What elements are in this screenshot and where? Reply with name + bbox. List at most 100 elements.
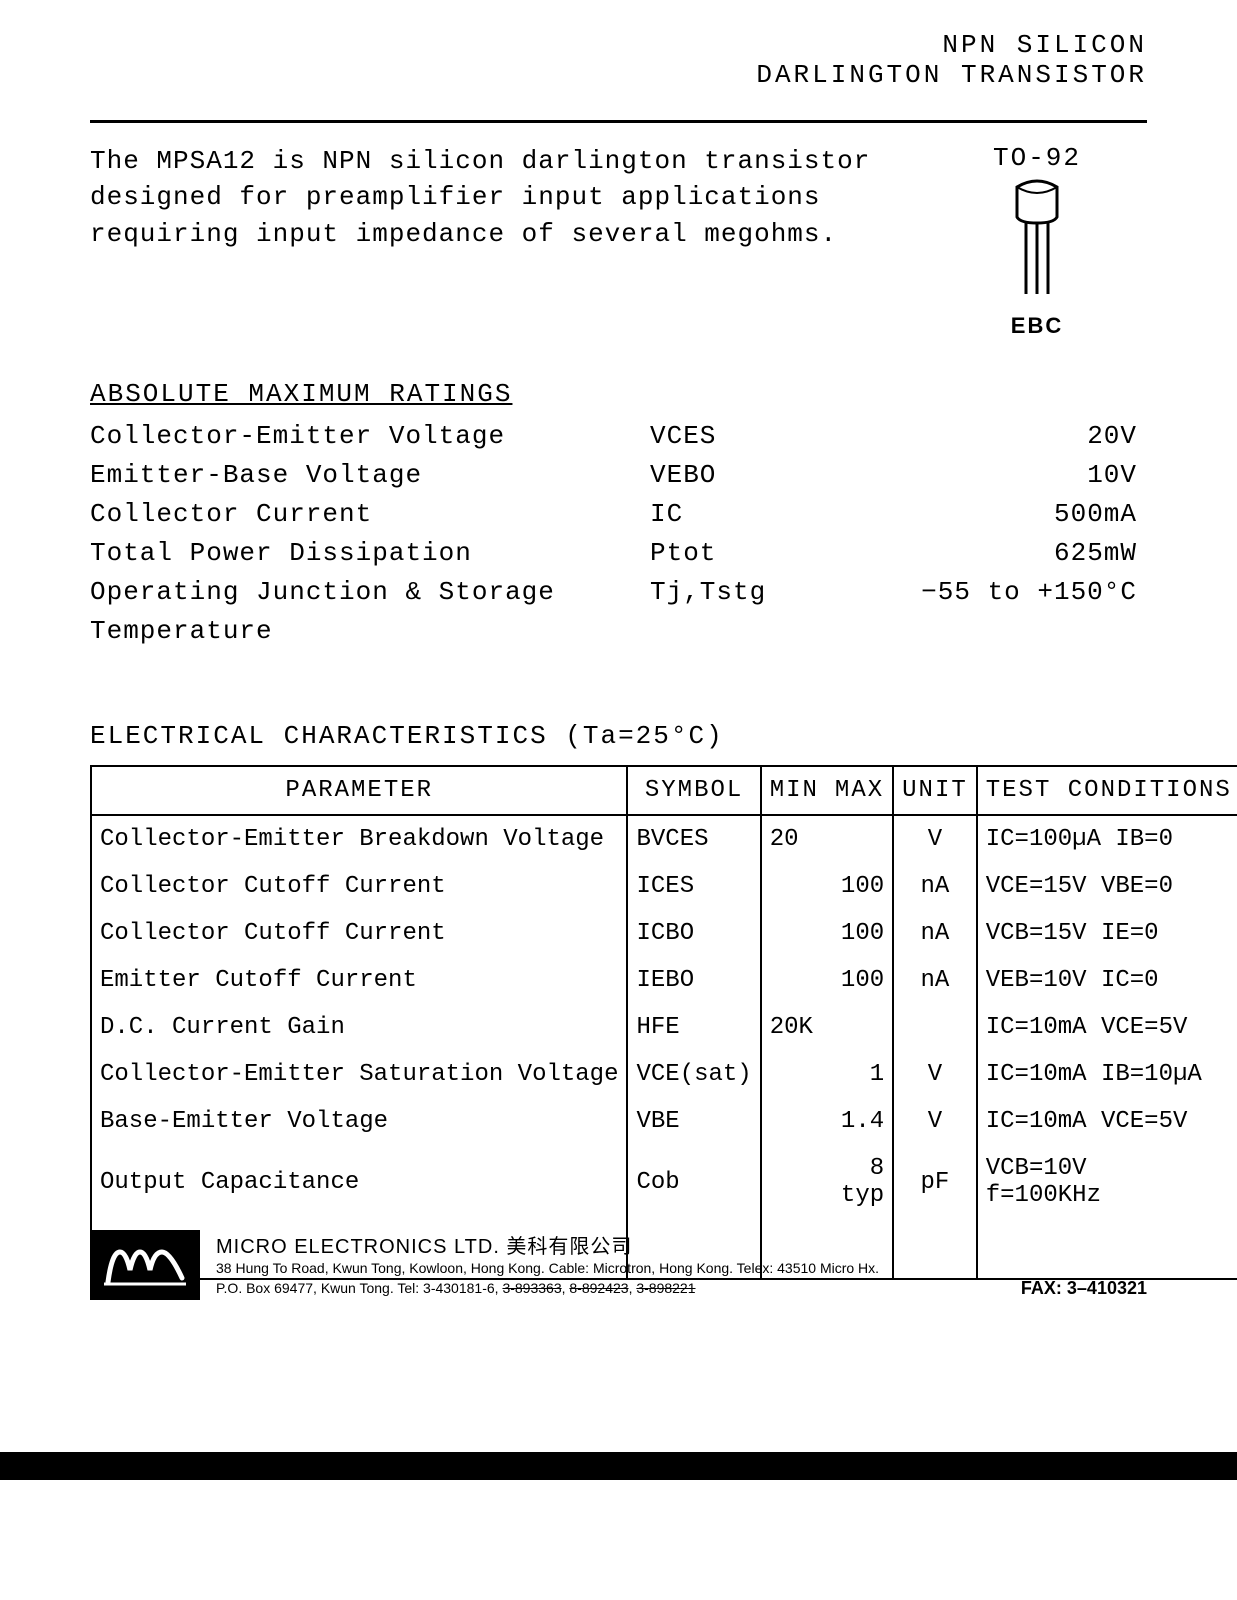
ec-symbol: BVCES — [627, 815, 760, 863]
ratings-title: ABSOLUTE MAXIMUM RATINGS — [90, 379, 1147, 409]
ec-max: 100 — [827, 863, 893, 910]
ec-unit: nA — [893, 957, 977, 1004]
ec-param: Base-Emitter Voltage — [91, 1098, 627, 1145]
header-area: NPN SILICON DARLINGTON TRANSISTOR — [90, 0, 1147, 120]
ratings-table: Collector-Emitter VoltageVCES20VEmitter-… — [90, 417, 1147, 651]
footer-address1: 38 Hung To Road, Kwun Tong, Kowloon, Hon… — [216, 1259, 1147, 1279]
table-row: Output CapacitanceCob 8 typpFVCB=10Vf=100… — [91, 1145, 1237, 1219]
ec-cond: VCE=15V VBE=0 — [977, 863, 1237, 910]
ec-symbol: IEBO — [627, 957, 760, 1004]
ec-symbol: ICBO — [627, 910, 760, 957]
ec-param: Emitter Cutoff Current — [91, 957, 627, 1004]
ratings-label: Collector-Emitter Voltage — [90, 417, 650, 456]
ec-unit: V — [893, 1051, 977, 1098]
footer-text: MICRO ELECTRONICS LTD. 美科有限公司 38 Hung To… — [216, 1230, 1147, 1299]
ec-unit: V — [893, 815, 977, 863]
bottom-bar — [0, 1452, 1237, 1480]
ec-cond: VCB=15V IE=0 — [977, 910, 1237, 957]
ratings-label: Collector Current — [90, 495, 650, 534]
ec-min — [761, 1051, 827, 1098]
ec-cond: IC=10mA VCE=5V — [977, 1098, 1237, 1145]
ec-param: Collector-Emitter Saturation Voltage — [91, 1051, 627, 1098]
ec-unit: V — [893, 1098, 977, 1145]
ec-head-max: MAX — [827, 766, 893, 815]
ec-param: D.C. Current Gain — [91, 1004, 627, 1051]
ec-min — [761, 957, 827, 1004]
ec-cond: VEB=10V IC=0 — [977, 957, 1237, 1004]
ec-symbol: VBE — [627, 1098, 760, 1145]
ec-unit: nA — [893, 910, 977, 957]
ec-cond: IC=100µA IB=0 — [977, 815, 1237, 863]
table-row: Collector-Emitter Breakdown VoltageBVCES… — [91, 815, 1237, 863]
ec-max — [827, 1004, 893, 1051]
ec-min: 20K — [761, 1004, 827, 1051]
table-row: Collector-Emitter Saturation VoltageVCE(… — [91, 1051, 1237, 1098]
ec-param: Output Capacitance — [91, 1145, 627, 1219]
ec-cond: VCB=10Vf=100KHz — [977, 1145, 1237, 1219]
to92-icon — [1002, 179, 1072, 309]
ec-cond: IC=10mA IB=10µA — [977, 1051, 1237, 1098]
ratings-value: 500mA — [830, 495, 1147, 534]
ec-table: PARAMETER SYMBOL MIN MAX UNIT TEST CONDI… — [90, 765, 1237, 1280]
table-row: Base-Emitter VoltageVBE 1.4VIC=10mA VCE=5… — [91, 1098, 1237, 1145]
product-type-line2: DARLINGTON TRANSISTOR — [756, 60, 1147, 90]
ec-title: ELECTRICAL CHARACTERISTICS (Ta=25°C) — [90, 721, 1147, 751]
ec-unit: nA — [893, 863, 977, 910]
ec-min — [761, 910, 827, 957]
ratings-label: Operating Junction & Storage Temperature — [90, 573, 650, 651]
ec-symbol: ICES — [627, 863, 760, 910]
ec-head-symbol: SYMBOL — [627, 766, 760, 815]
ratings-symbol: VCES — [650, 417, 830, 456]
ec-symbol: Cob — [627, 1145, 760, 1219]
ec-max: 100 — [827, 957, 893, 1004]
intro-block: The MPSA12 is NPN silicon darlington tra… — [90, 143, 1147, 339]
ec-max: 1.4 — [827, 1098, 893, 1145]
ratings-value: −55 to +150°C — [830, 573, 1147, 651]
ratings-label: Emitter-Base Voltage — [90, 456, 650, 495]
table-row: Collector Cutoff CurrentICES 100nAVCE=15V… — [91, 863, 1237, 910]
package-label: TO-92 — [927, 143, 1147, 173]
table-row: D.C. Current GainHFE20KIC=10mA VCE=5V — [91, 1004, 1237, 1051]
ec-head-unit: UNIT — [893, 766, 977, 815]
footer-struck1: 3-893363 — [502, 1280, 561, 1296]
ratings-row: Total Power DissipationPtot625mW — [90, 534, 1147, 573]
ec-max — [827, 815, 893, 863]
ec-param: Collector Cutoff Current — [91, 863, 627, 910]
ratings-symbol: Tj,Tstg — [650, 573, 830, 651]
footer-address2-prefix: P.O. Box 69477, Kwun Tong. Tel: 3-430181… — [216, 1280, 502, 1296]
intro-text: The MPSA12 is NPN silicon darlington tra… — [90, 143, 927, 252]
ec-param: Collector Cutoff Current — [91, 910, 627, 957]
ratings-row: Emitter-Base VoltageVEBO10V — [90, 456, 1147, 495]
ec-param: Collector-Emitter Breakdown Voltage — [91, 815, 627, 863]
ec-min: 20 — [761, 815, 827, 863]
footer-struck3: 3-898221 — [636, 1280, 695, 1296]
footer: MICRO ELECTRONICS LTD. 美科有限公司 38 Hung To… — [90, 1230, 1147, 1300]
ec-max: 100 — [827, 910, 893, 957]
ec-min — [761, 1098, 827, 1145]
footer-company: MICRO ELECTRONICS LTD. 美科有限公司 — [216, 1230, 1147, 1259]
ratings-symbol: Ptot — [650, 534, 830, 573]
table-row: Emitter Cutoff CurrentIEBO 100nAVEB=10V I… — [91, 957, 1237, 1004]
ec-unit — [893, 1004, 977, 1051]
ratings-value: 10V — [830, 456, 1147, 495]
ec-max: 1 — [827, 1051, 893, 1098]
ratings-value: 20V — [830, 417, 1147, 456]
ratings-value: 625mW — [830, 534, 1147, 573]
product-type-line1: NPN SILICON — [756, 30, 1147, 60]
ratings-label: Total Power Dissipation — [90, 534, 650, 573]
ec-head-conditions: TEST CONDITIONS — [977, 766, 1237, 815]
package-block: TO-92 EBC — [927, 143, 1147, 339]
ratings-row: Operating Junction & Storage Temperature… — [90, 573, 1147, 651]
ec-cond: IC=10mA VCE=5V — [977, 1004, 1237, 1051]
ratings-row: Collector-Emitter VoltageVCES20V — [90, 417, 1147, 456]
ec-min — [761, 1145, 827, 1219]
package-pins: EBC — [927, 313, 1147, 339]
table-row: Collector Cutoff CurrentICBO 100nAVCB=15V… — [91, 910, 1237, 957]
ec-unit: pF — [893, 1145, 977, 1219]
ratings-row: Collector CurrentIC500mA — [90, 495, 1147, 534]
ec-min — [761, 863, 827, 910]
ratings-symbol: IC — [650, 495, 830, 534]
ec-max: 8 typ — [827, 1145, 893, 1219]
footer-logo — [90, 1230, 200, 1300]
ratings-symbol: VEBO — [650, 456, 830, 495]
